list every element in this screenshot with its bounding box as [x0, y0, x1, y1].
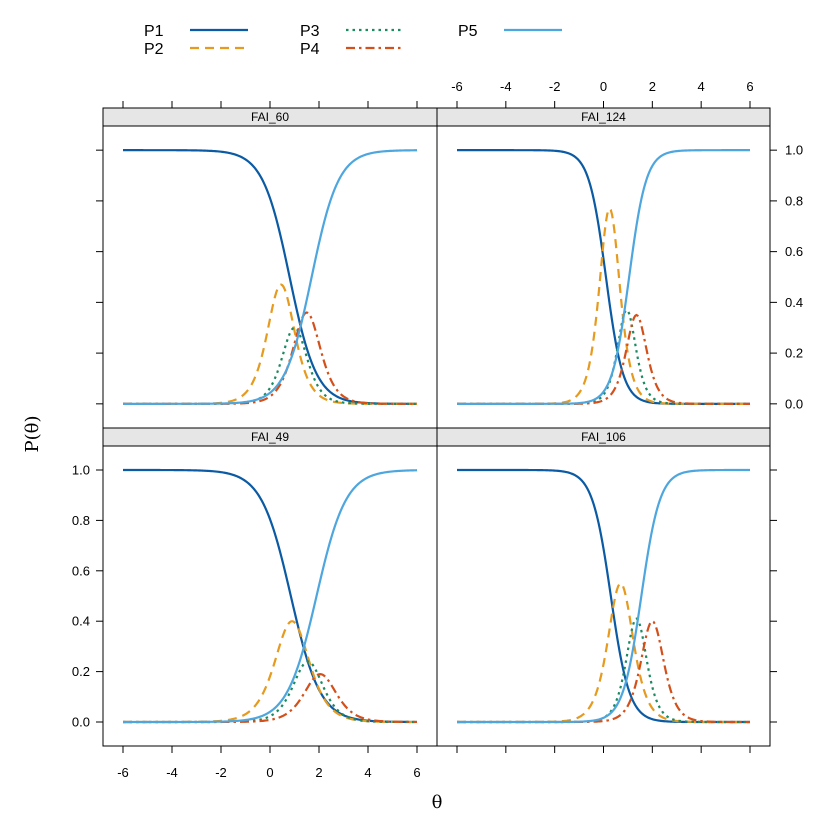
y-tick-label: 0.0	[785, 396, 803, 411]
series-line-P1	[123, 149, 417, 405]
series-line-P5	[123, 469, 418, 724]
axes: -6 -4 -2 0 2 4 6 -6 -4 -2 0 2 4 6 0.0 0.2 0.4 0.6 0.8 1.0 0.…	[72, 79, 803, 780]
x-tick-label: 4	[364, 765, 371, 780]
y-tick-label: 0.2	[785, 346, 803, 361]
strip-label: FAI_124	[581, 110, 626, 124]
x-axis-title: θ	[432, 792, 443, 813]
panel-FAI_49	[123, 468, 418, 724]
x-tick-label: 2	[315, 765, 322, 780]
y-tick-label: 1.0	[785, 143, 803, 158]
y-tick-label: 0.4	[785, 295, 803, 310]
series-line-P3	[123, 660, 417, 724]
series-line-P4	[457, 619, 750, 724]
y-tick-label: 0.0	[72, 715, 90, 730]
panel-FAI_60	[123, 149, 418, 405]
x-tick-label: 6	[746, 79, 753, 94]
series-line-P1	[457, 149, 750, 405]
panel-frame	[102, 427, 438, 747]
y-tick-label: 0.2	[72, 664, 90, 679]
panel-frames: FAI_60 FAI_124 FAI_49 FAI_106	[102, 107, 771, 747]
series-line-P4	[123, 673, 418, 724]
panel-FAI_106	[457, 468, 750, 724]
series-line-P4	[123, 311, 417, 405]
series-line-P1	[457, 468, 750, 724]
y-tick-label: 0.4	[72, 614, 90, 629]
series-line-P5	[457, 149, 750, 405]
series-line-P3	[457, 617, 750, 724]
x-tick-label: -2	[215, 765, 227, 780]
x-tick-label: 4	[698, 79, 705, 94]
y-tick-label: 0.8	[72, 513, 90, 528]
series-line-P5	[457, 468, 750, 724]
series-line-P2	[457, 582, 750, 724]
series-line-P2	[123, 620, 417, 724]
series-line-P1	[123, 468, 417, 724]
x-tick-label: 6	[413, 765, 420, 780]
strip-label: FAI_60	[251, 110, 289, 124]
x-tick-label: -6	[117, 765, 129, 780]
panel-frame	[436, 427, 771, 747]
y-tick-label: 0.8	[785, 193, 803, 208]
series-line-P3	[457, 308, 750, 405]
y-tick-label: 0.6	[72, 563, 90, 578]
series-line-P2	[123, 283, 417, 405]
x-tick-label: -4	[500, 79, 512, 94]
series-line-P3	[123, 326, 417, 405]
legend-label-P2: P2	[144, 41, 164, 58]
series-line-P5	[123, 149, 418, 405]
panel-frame	[436, 107, 771, 429]
x-tick-label: -2	[549, 79, 561, 94]
y-tick-label: 0.6	[785, 244, 803, 259]
legend-label-P5: P5	[458, 23, 478, 40]
panel-frame	[102, 107, 438, 429]
series-line-P2	[457, 206, 750, 405]
x-tick-label: 0	[600, 79, 607, 94]
x-tick-label: -4	[166, 765, 178, 780]
x-tick-label: -6	[451, 79, 463, 94]
legend-label-P1: P1	[144, 23, 164, 40]
y-tick-label: 1.0	[72, 463, 90, 478]
curves	[123, 149, 750, 724]
strip-label: FAI_49	[251, 430, 289, 444]
legend-label-P3: P3	[300, 23, 320, 40]
legend-label-P4: P4	[300, 41, 320, 58]
x-tick-label: 0	[266, 765, 273, 780]
strip-label: FAI_106	[581, 430, 626, 444]
x-tick-label: 2	[649, 79, 656, 94]
panel-FAI_124	[457, 149, 750, 405]
y-axis-title: P(θ)	[22, 416, 43, 453]
